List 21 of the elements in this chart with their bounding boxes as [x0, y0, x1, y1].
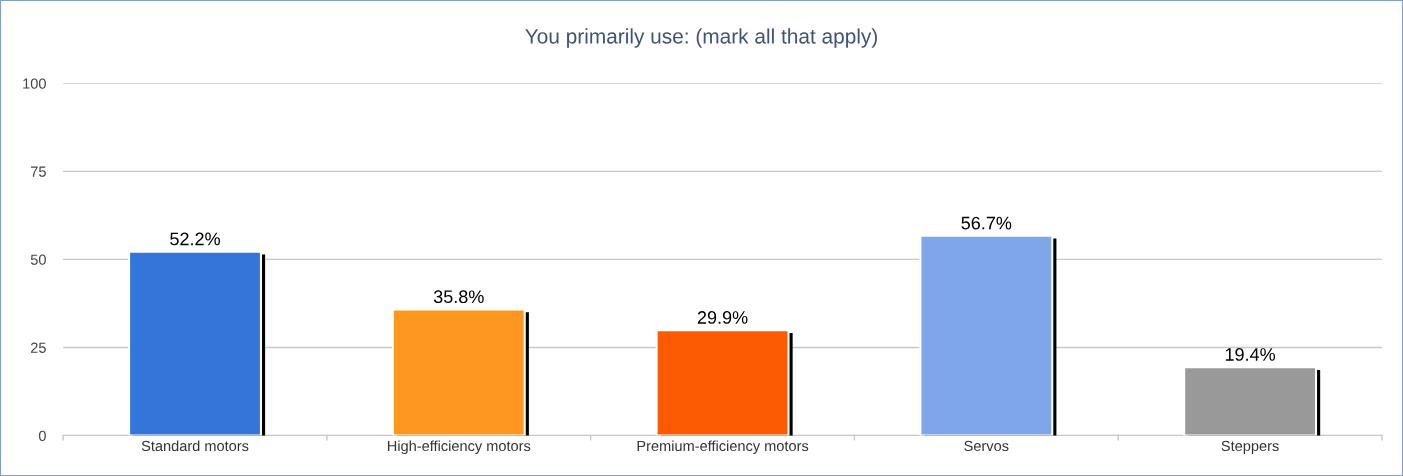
- x-tick-label: Servos: [964, 440, 1009, 452]
- data-label: 19.4%: [1225, 348, 1276, 361]
- chart-title: You primarily use: (mark all that apply): [525, 28, 877, 48]
- bar: [391, 308, 526, 436]
- y-tick-label: 0: [38, 430, 46, 441]
- y-tick-label: 25: [30, 342, 46, 353]
- x-tick-label: Premium-efficiency motors: [637, 440, 809, 454]
- x-tick-label: High-efficiency motors: [387, 440, 531, 454]
- data-label: 52.2%: [170, 232, 220, 246]
- y-tick-label: 75: [31, 166, 46, 177]
- y-tick-label: 50: [30, 254, 46, 265]
- x-tick-label: Steppers: [1221, 440, 1279, 454]
- x-tick-label: Standard motors: [141, 440, 249, 452]
- data-label: 56.7%: [961, 216, 1012, 230]
- y-tick-label: 100: [23, 78, 46, 89]
- data-label: 35.8%: [433, 290, 484, 304]
- bar: [655, 329, 790, 436]
- data-label: 29.9%: [697, 311, 748, 324]
- bar: [128, 250, 262, 436]
- bar: [1183, 366, 1318, 436]
- bar: [919, 234, 1054, 436]
